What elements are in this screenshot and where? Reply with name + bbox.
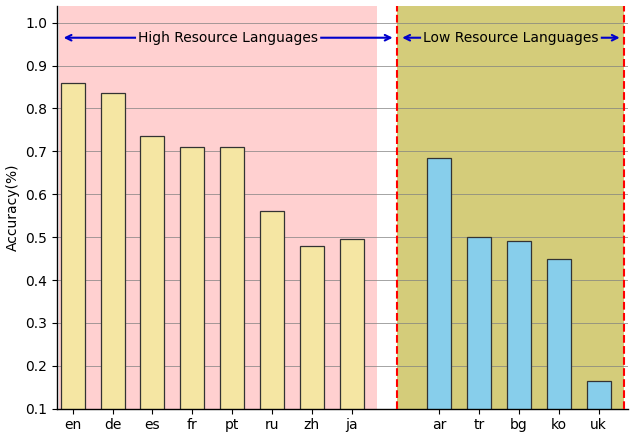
Bar: [180, 147, 204, 438]
Bar: [398, 6, 624, 409]
Bar: [467, 237, 491, 438]
Bar: [340, 239, 363, 438]
Bar: [101, 93, 124, 438]
Bar: [220, 147, 244, 438]
Bar: [141, 136, 164, 438]
Bar: [547, 258, 571, 438]
Text: High Resource Languages: High Resource Languages: [138, 31, 318, 45]
Bar: [260, 212, 284, 438]
Bar: [300, 246, 324, 438]
Bar: [507, 241, 531, 438]
Bar: [61, 83, 85, 438]
Bar: [427, 158, 451, 438]
Bar: [59, 6, 377, 409]
Text: Low Resource Languages: Low Resource Languages: [423, 31, 598, 45]
Y-axis label: Accuracy(%): Accuracy(%): [6, 163, 20, 251]
Bar: [586, 381, 611, 438]
